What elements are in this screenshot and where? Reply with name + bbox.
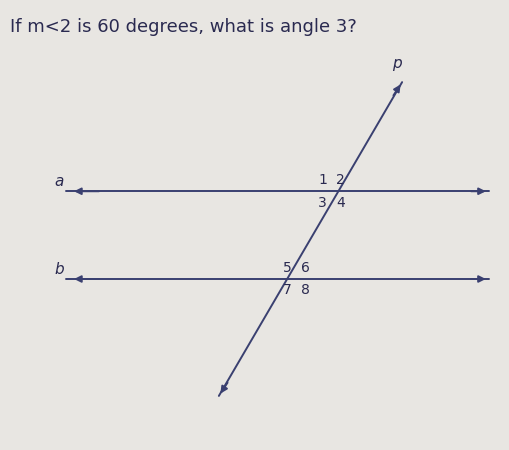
Text: 8: 8 — [301, 284, 309, 297]
Text: p: p — [392, 56, 402, 71]
Text: 2: 2 — [336, 173, 345, 187]
Text: 5: 5 — [282, 261, 291, 274]
Text: 4: 4 — [336, 196, 345, 210]
Text: If m<2 is 60 degrees, what is angle 3?: If m<2 is 60 degrees, what is angle 3? — [10, 18, 357, 36]
Text: 1: 1 — [318, 173, 327, 187]
Text: 3: 3 — [318, 196, 327, 210]
Text: 7: 7 — [282, 284, 291, 297]
Text: 6: 6 — [301, 261, 309, 274]
Text: b: b — [54, 261, 64, 277]
Text: a: a — [54, 174, 64, 189]
